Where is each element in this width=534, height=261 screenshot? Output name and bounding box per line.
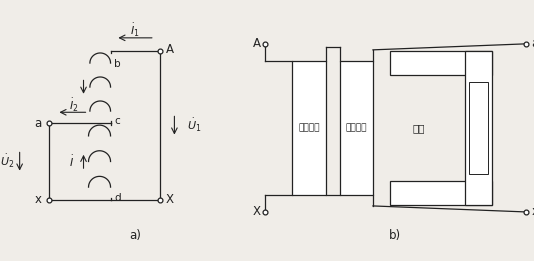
Bar (340, 61, 373, 195)
Text: x: x (35, 193, 42, 206)
Bar (390, 51, 492, 75)
Text: A: A (253, 37, 261, 50)
Text: X: X (166, 193, 174, 206)
Text: $\dot{I}_2$: $\dot{I}_2$ (69, 97, 78, 114)
Bar (465, 51, 492, 205)
Text: 鐵心: 鐵心 (412, 123, 425, 133)
Text: 串联绕组: 串联绕组 (299, 123, 320, 132)
Bar (390, 181, 492, 205)
Text: b): b) (389, 229, 401, 242)
Bar (293, 61, 326, 195)
Text: $\dot{I}_1$: $\dot{I}_1$ (130, 22, 140, 39)
Text: b: b (114, 60, 121, 69)
Text: a): a) (129, 229, 141, 242)
Text: $\dot{I}$: $\dot{I}$ (69, 154, 74, 169)
Text: A: A (166, 43, 174, 56)
Text: $\dot{U}_1$: $\dot{U}_1$ (187, 117, 201, 134)
Text: d: d (114, 193, 121, 203)
Text: c: c (114, 116, 120, 126)
Bar (469, 82, 488, 174)
Text: $\dot{U}_2$: $\dot{U}_2$ (0, 153, 14, 170)
Text: X: X (253, 205, 261, 218)
Text: a: a (35, 117, 42, 130)
Text: a: a (531, 37, 534, 50)
Text: 公共绕组: 公共绕组 (345, 123, 367, 132)
Text: x: x (531, 205, 534, 218)
